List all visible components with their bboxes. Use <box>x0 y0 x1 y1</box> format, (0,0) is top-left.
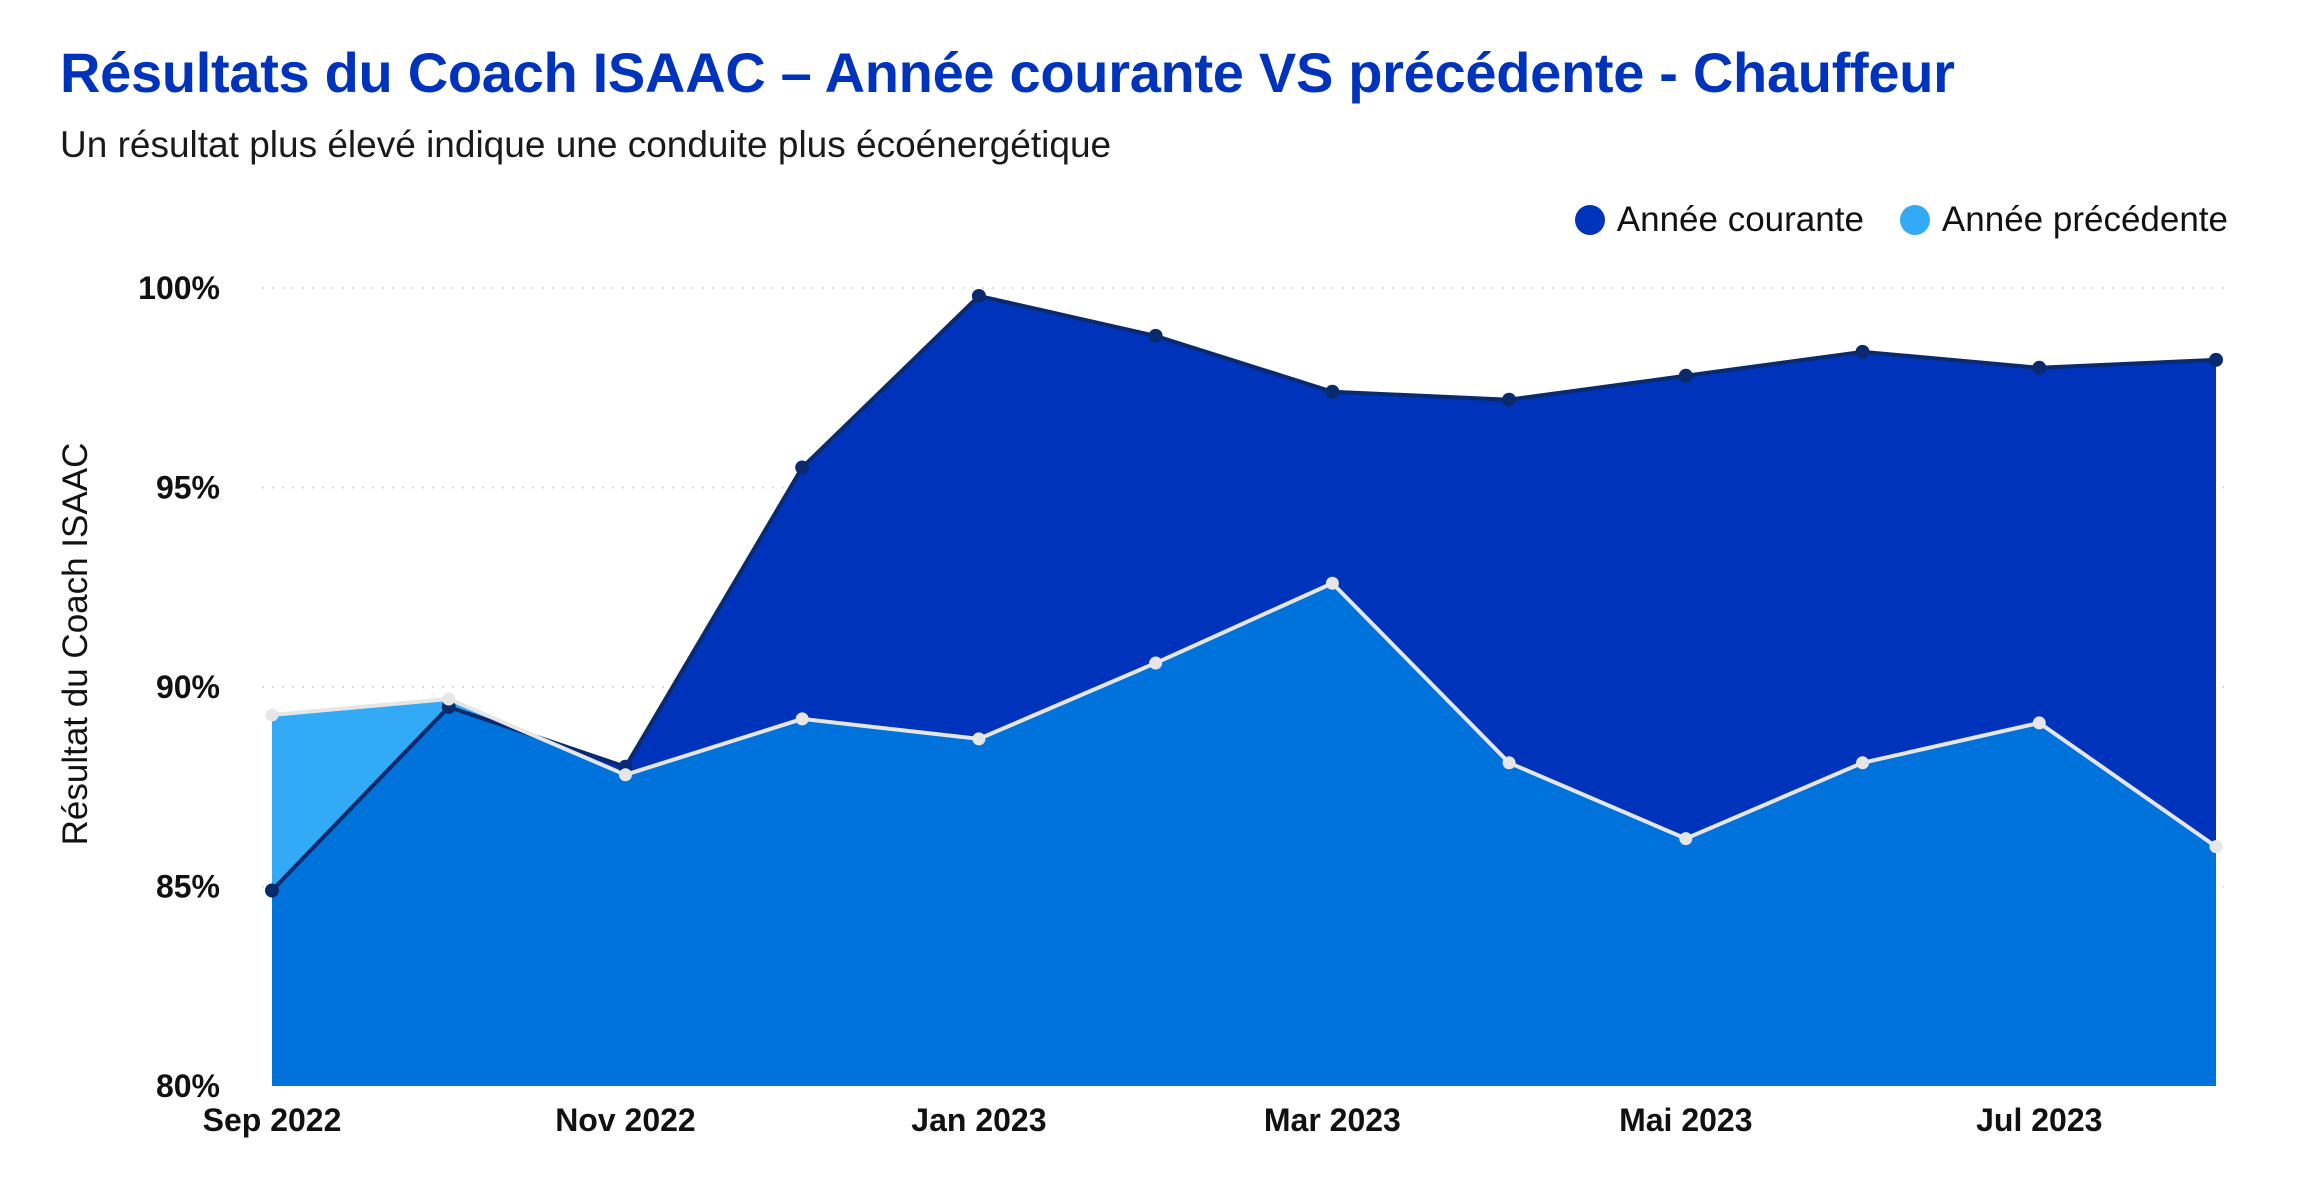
y-tick-label: 90% <box>156 669 220 705</box>
legend-label-previous: Année précédente <box>1941 200 2228 239</box>
point-previous <box>1502 756 1516 770</box>
point-previous <box>1856 756 1870 770</box>
chart-subtitle: Un résultat plus élevé indique une condu… <box>60 124 1112 165</box>
x-tick-label: Mar 2023 <box>1264 1102 1401 1138</box>
point-previous <box>972 732 986 746</box>
point-current <box>795 460 810 475</box>
x-tick-label: Jan 2023 <box>911 1102 1046 1138</box>
point-previous <box>1149 656 1163 670</box>
y-tick-label: 100% <box>138 270 220 306</box>
point-previous <box>2032 716 2046 730</box>
point-current <box>2032 360 2047 375</box>
point-previous <box>618 768 632 782</box>
point-current <box>1855 344 1870 359</box>
point-current <box>1325 384 1340 399</box>
point-current <box>265 883 279 898</box>
point-current <box>1148 328 1163 343</box>
legend-marker-previous <box>1899 205 1930 235</box>
legend-item-previous: Année précédente <box>1899 200 2228 240</box>
y-tick-label: 85% <box>156 869 220 905</box>
x-tick-label: Mai 2023 <box>1619 1102 1752 1138</box>
y-tick-label: 95% <box>156 470 220 506</box>
x-tick-label: Jul 2023 <box>1976 1102 2102 1138</box>
line-previous <box>271 580 2218 849</box>
y-tick-label: 80% <box>156 1068 220 1104</box>
point-previous <box>265 708 279 722</box>
line-current <box>270 293 2217 892</box>
area-overlap <box>272 583 2216 1086</box>
legend-marker-current <box>1574 205 1605 235</box>
point-previous <box>2209 840 2223 854</box>
point-previous <box>795 712 809 726</box>
legend: Année courante Année précédente <box>1574 200 2228 240</box>
point-current <box>2209 352 2223 367</box>
point-current <box>1678 368 1693 383</box>
legend-label-current: Année courante <box>1616 200 1864 239</box>
point-previous <box>1325 576 1339 590</box>
x-tick-label: Sep 2022 <box>203 1102 342 1138</box>
point-previous <box>1679 832 1693 846</box>
chart-title: Résultats du Coach ISAAC – Année courant… <box>60 41 1955 104</box>
x-tick-label: Nov 2022 <box>555 1102 696 1138</box>
point-current <box>971 288 986 303</box>
point-previous <box>442 692 456 706</box>
legend-item-current: Année courante <box>1574 200 1864 240</box>
point-current <box>1502 392 1517 407</box>
